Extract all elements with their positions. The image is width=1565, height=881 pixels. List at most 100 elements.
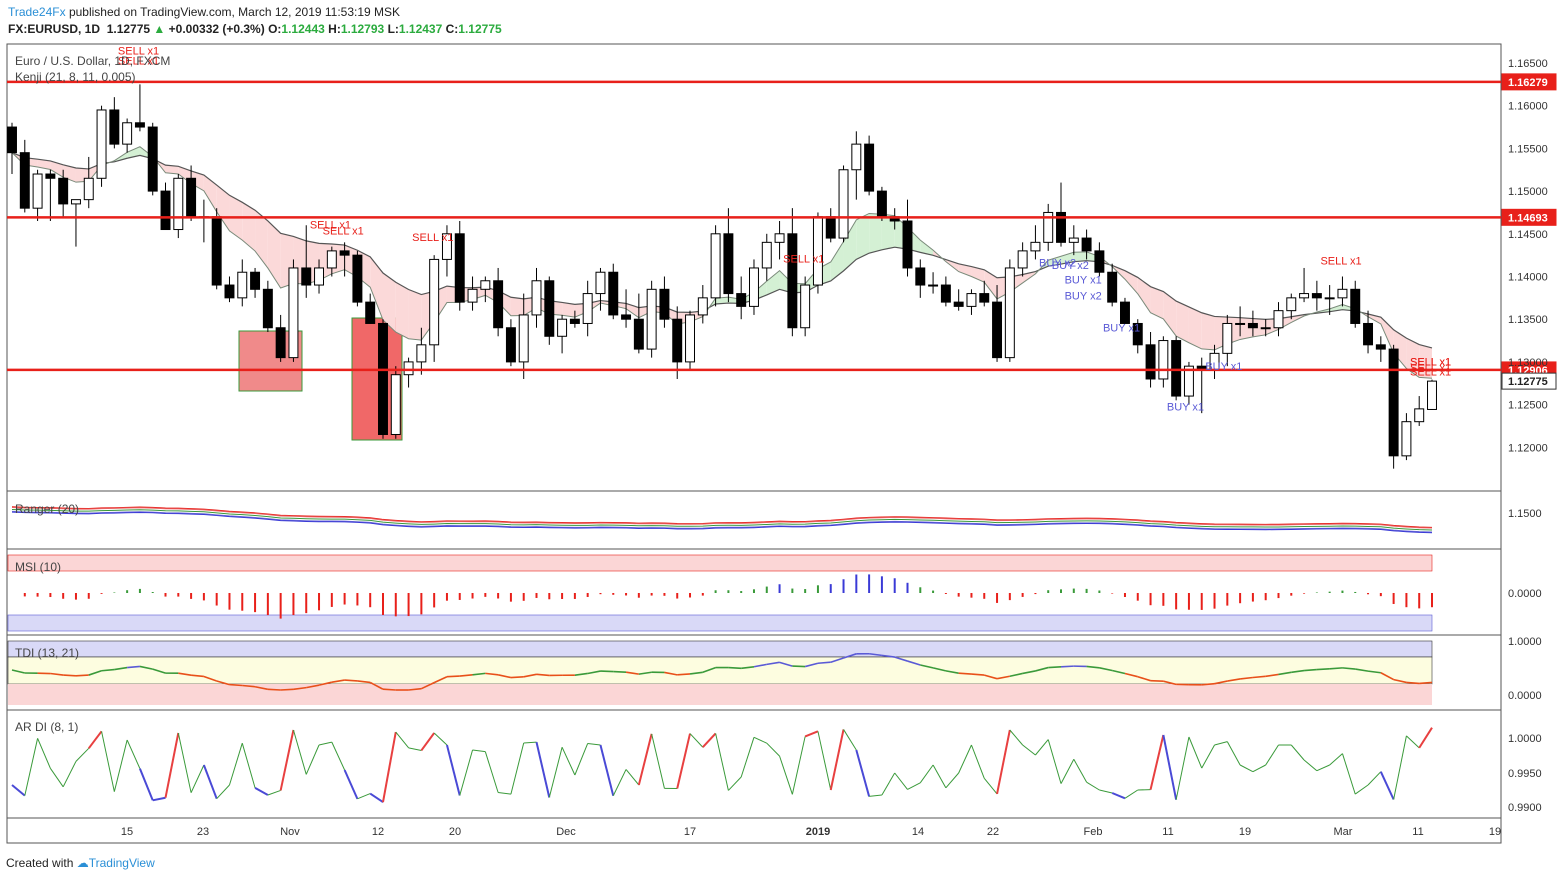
- candle-body: [633, 318, 644, 350]
- price-tick-label: 1.16000: [1508, 101, 1548, 113]
- ardi-segment: [408, 747, 422, 751]
- ranger-band-line: [11, 510, 1433, 533]
- ardi-segment: [433, 732, 448, 746]
- open-value: 1.12443: [281, 22, 325, 36]
- cloud-segment: [255, 210, 268, 269]
- tdi-segment: [242, 684, 256, 688]
- candle-body: [378, 322, 388, 435]
- ardi-segment: [139, 768, 154, 801]
- ardi-segment: [1175, 736, 1190, 800]
- tdi-segment: [600, 670, 614, 673]
- candle-body: [787, 233, 798, 329]
- ardi-segment: [1329, 753, 1343, 766]
- tdi-segment: [510, 676, 524, 679]
- candle-body: [109, 109, 120, 145]
- ardi-tick-3: 0.9900: [1508, 802, 1542, 814]
- tdi-segment: [907, 660, 921, 666]
- tdi-segment: [293, 686, 307, 691]
- ardi-segment: [1316, 764, 1330, 772]
- tdi-segment: [1355, 668, 1369, 672]
- footer-brand[interactable]: TradingView: [88, 856, 155, 870]
- tdi-segment: [114, 666, 128, 671]
- signal-label: BUY x1: [1205, 361, 1242, 373]
- ardi-segment: [791, 736, 806, 795]
- ranger-band-line: [11, 508, 1433, 531]
- candle-body: [1286, 297, 1297, 312]
- cloud-segment: [510, 297, 524, 316]
- candle-body: [7, 126, 17, 154]
- candle-body: [659, 288, 670, 320]
- publisher-link[interactable]: Trade24Fx: [8, 5, 66, 19]
- tdi-segment: [229, 683, 243, 687]
- candle-body: [979, 293, 990, 303]
- ardi-segment: [75, 747, 90, 762]
- tdi-segment: [485, 672, 499, 676]
- tdi-segment: [1329, 667, 1343, 670]
- candle-body: [1388, 348, 1399, 457]
- candle-body: [966, 293, 977, 307]
- candle-body: [646, 288, 657, 350]
- high-value: 1.12793: [340, 22, 385, 36]
- kenji-fast-line: [11, 146, 1433, 379]
- candle-body: [1350, 288, 1361, 324]
- time-tick-label: 14: [912, 826, 924, 838]
- tdi-segment: [127, 665, 140, 669]
- ardi-segment: [970, 744, 985, 779]
- ardi-segment: [996, 729, 1011, 795]
- ardi-segment: [1086, 781, 1100, 791]
- ardi-segment: [1354, 784, 1369, 795]
- kenji-label: Kenji (21, 8, 11, 0.005): [15, 70, 136, 84]
- tdi-tick-bottom: 0.0000: [1508, 690, 1542, 702]
- ardi-segment: [113, 739, 128, 792]
- tdi-segment: [894, 656, 908, 662]
- tdi-segment: [574, 672, 588, 677]
- ardi-segment: [190, 764, 205, 793]
- ardi-segment: [177, 732, 192, 793]
- tdi-segment: [1009, 672, 1023, 678]
- ardi-segment: [445, 744, 461, 796]
- ardi-segment: [612, 769, 627, 796]
- time-tick-label: 23: [197, 826, 209, 838]
- candle-body: [569, 318, 580, 324]
- candle-body: [621, 314, 632, 320]
- signal-label: BUY x1: [1103, 322, 1140, 334]
- candle-body: [518, 314, 529, 363]
- price-tick-label: 1.12500: [1508, 400, 1548, 412]
- ardi-segment: [869, 794, 882, 797]
- tdi-segment: [408, 687, 422, 691]
- ardi-segment: [126, 739, 141, 769]
- candle-body: [32, 173, 43, 209]
- ardi-segment: [37, 738, 51, 769]
- candle-body: [1235, 322, 1246, 325]
- price-tick-label: 1.15000: [1508, 186, 1548, 198]
- publish-text: published on TradingView.com, March 12, …: [68, 5, 401, 19]
- candle-body: [186, 177, 197, 218]
- ardi-segment: [202, 764, 218, 800]
- ardi-segment: [11, 784, 26, 797]
- candle-body: [1081, 237, 1092, 252]
- candle-body: [1030, 241, 1041, 252]
- cloud-segment: [971, 266, 985, 283]
- ohlc-header: FX:EURUSD, 1D 1.12775 ▲ +0.00332 (+0.3%)…: [8, 22, 502, 36]
- cloud-segment: [1163, 291, 1177, 337]
- tdi-upper-band: [7, 640, 1433, 658]
- price-tick-label: 1.15500: [1508, 143, 1548, 155]
- candle-body: [365, 301, 376, 324]
- candle-body: [1299, 293, 1310, 299]
- ardi-segment: [1035, 739, 1049, 756]
- tdi-segment: [216, 680, 230, 686]
- candle-body: [531, 280, 542, 316]
- tdi-segment: [638, 671, 652, 675]
- cloud-segment: [382, 273, 396, 333]
- publish-info: Trade24Fx published on TradingView.com, …: [8, 5, 400, 19]
- tdi-segment: [433, 675, 448, 684]
- ardi-segment: [279, 729, 295, 791]
- ardi-segment: [1099, 789, 1113, 794]
- candle-body: [314, 267, 325, 286]
- candle-body: [1363, 322, 1374, 346]
- ardi-segment: [62, 761, 77, 788]
- cloud-segment: [37, 159, 51, 170]
- candle-body: [915, 267, 926, 286]
- candle-body: [352, 254, 363, 303]
